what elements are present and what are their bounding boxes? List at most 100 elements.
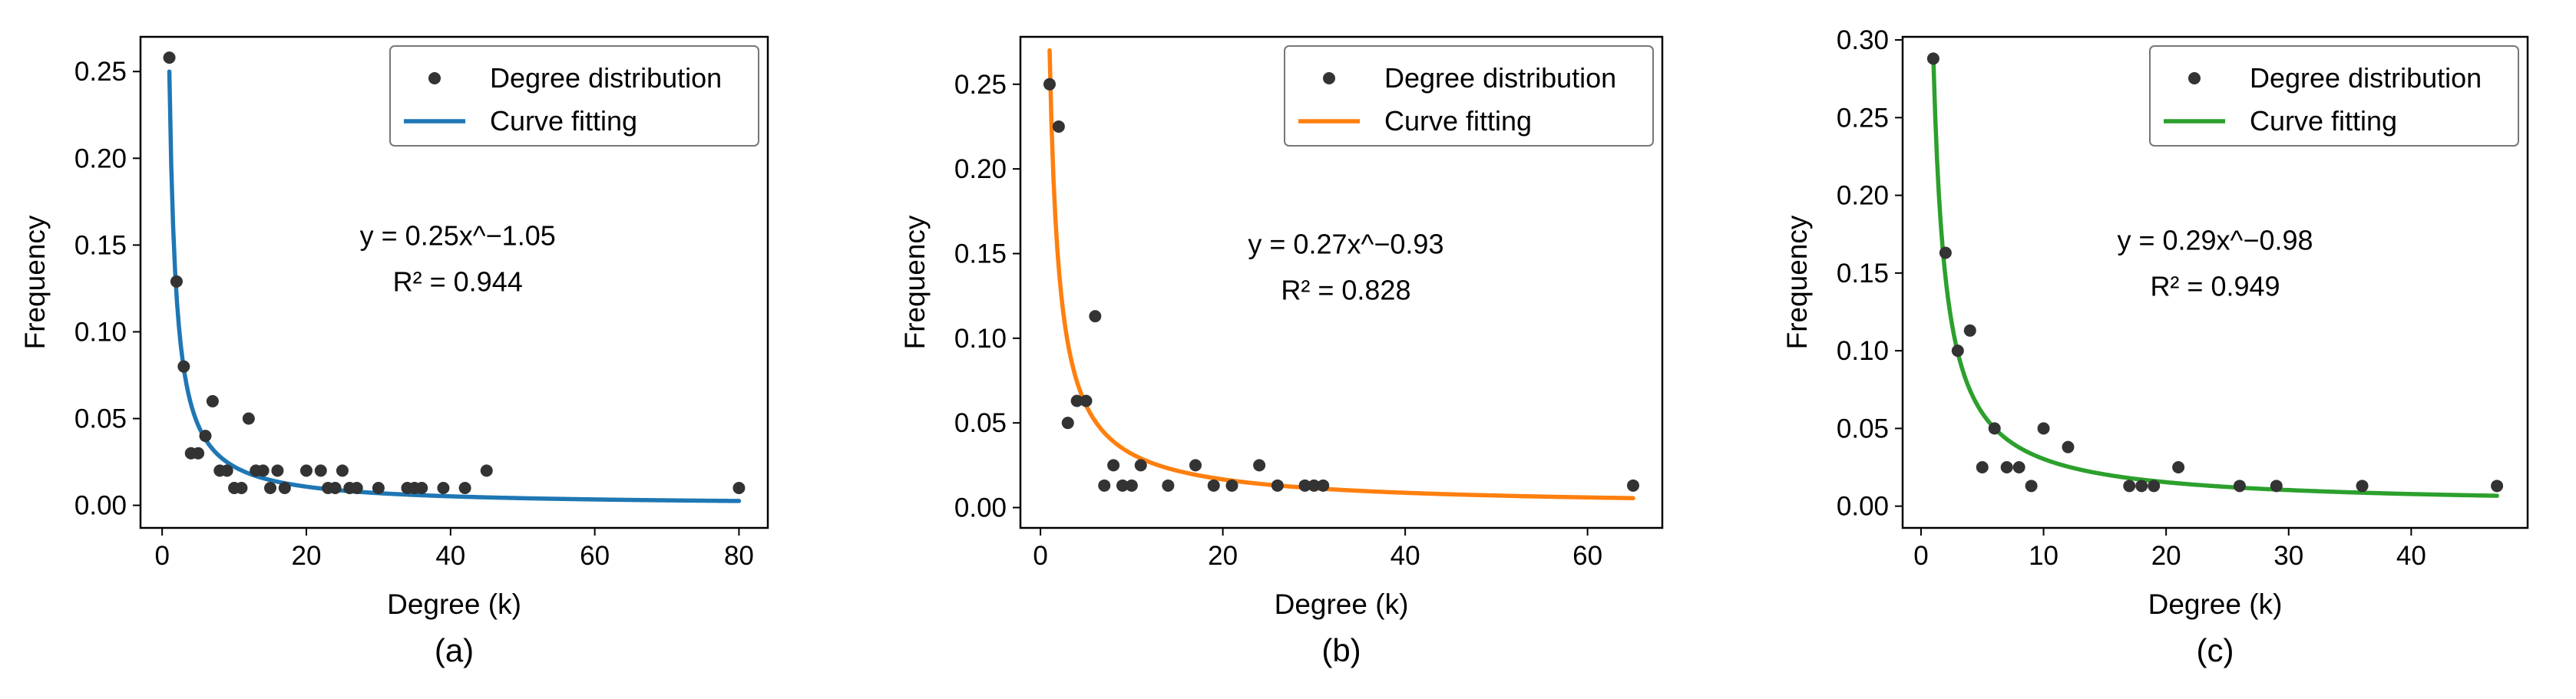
r-squared-label: R² = 0.944 [393,265,523,297]
y-tick-label: 0.20 [1837,181,1889,211]
x-tick-label: 40 [1391,541,1420,571]
y-tick-label: 0.05 [74,404,127,434]
equation-label: y = 0.29x^−0.98 [2117,224,2313,256]
data-point [1116,479,1129,492]
x-tick-label: 0 [154,541,169,571]
data-point [2491,480,2504,493]
data-point [1951,345,1964,358]
data-point [1162,479,1175,492]
y-tick-label: 0.20 [74,143,127,173]
data-point [1052,120,1065,133]
y-tick-label: 0.15 [74,230,127,260]
y-tick-label: 0.05 [1837,414,1889,443]
y-tick-label: 0.30 [1837,25,1889,55]
legend-box [2149,45,2519,147]
data-point [1298,479,1311,492]
data-point [1939,246,1952,259]
data-point [256,464,270,477]
y-tick-label: 0.00 [954,493,1007,523]
data-point [314,464,327,477]
data-point [192,447,205,460]
legend-point-marker [2188,72,2201,84]
data-point [1317,479,1330,492]
r-squared-label: R² = 0.949 [2150,270,2280,302]
data-point [350,481,363,494]
y-tick-label: 0.00 [74,491,127,521]
legend: Degree distribution Curve fitting [2149,45,2519,147]
chart-panel-1: 0 20 40 60 80 0.00 0.05 0.10 0.15 0.20 0.25 y = 0.2… [19,35,769,668]
data-point [1225,479,1238,492]
data-point [1988,422,2001,435]
data-point [2233,480,2246,493]
y-tick-label: 0.25 [1837,103,1889,133]
data-point [271,464,284,477]
data-point [1207,479,1220,492]
x-tick-label: 40 [2396,541,2426,571]
data-point [1976,461,1989,474]
data-point [177,360,190,373]
data-point [220,464,233,477]
data-point [1098,479,1111,492]
data-point [2025,480,2038,493]
chart-panel-3: 0 10 20 30 40 0.00 0.05 0.10 0.15 0.20 0.25 0.30 y =… [1781,25,2529,668]
x-tick-label: 0 [1033,541,1047,571]
data-point [299,464,312,477]
x-tick-label: 20 [2151,541,2181,571]
legend-box [389,45,759,147]
data-point [1627,479,1639,492]
data-point [1253,459,1266,472]
data-point [278,481,291,494]
legend-label-degree-distribution: Degree distribution [2250,62,2482,94]
r-squared-label: R² = 0.828 [1281,274,1410,305]
data-point [1070,394,1083,407]
panel-label: (a) [435,632,474,668]
x-tick-label: 80 [724,541,754,571]
data-point [415,481,428,494]
data-point [242,412,255,425]
fit-curve [167,69,742,503]
data-point [732,481,746,494]
axes-frame [139,35,769,529]
x-axis-label: Degree (k) [1275,589,1409,620]
data-point [235,481,248,494]
equation-label: y = 0.25x^−1.05 [360,219,556,251]
x-tick-label: 30 [2273,541,2303,571]
x-axis-label: Degree (k) [2148,589,2283,620]
data-point [170,275,183,288]
y-axis-label: Frequency [19,215,51,349]
data-point [1089,310,1102,323]
x-tick-label: 20 [1208,541,1238,571]
data-point [1043,77,1056,91]
data-point [480,464,493,477]
panel-label: (b) [1321,632,1361,668]
data-point [372,481,385,494]
legend-box [1284,45,1654,147]
data-point [1134,459,1147,472]
x-tick-label: 0 [1913,541,1928,571]
y-tick-label: 0.15 [954,239,1007,269]
legend-point-marker [1323,72,1335,84]
x-tick-label: 40 [435,541,465,571]
y-tick-label: 0.05 [954,408,1007,438]
y-tick-label: 0.10 [74,317,127,347]
legend-label-curve-fitting: Curve fitting [2250,105,2397,137]
data-point [1061,417,1074,430]
y-tick-label: 0.00 [1837,492,1889,522]
legend-label-curve-fitting: Curve fitting [1384,105,1532,137]
fit-curve [1931,53,2499,498]
fit-curve [1047,48,1635,500]
x-tick-label: 60 [1572,541,1602,571]
data-point [1271,479,1284,492]
data-point [2012,461,2025,474]
data-point [1308,479,1321,492]
x-tick-label: 10 [2029,541,2058,571]
data-point [437,481,450,494]
data-point [1080,394,1093,407]
data-point [2172,461,2185,474]
y-tick-label: 0.10 [1837,336,1889,366]
equation-label: y = 0.27x^−0.93 [1248,228,1443,259]
x-tick-label: 60 [580,541,610,571]
y-tick-label: 0.25 [954,70,1007,100]
data-point [336,464,349,477]
